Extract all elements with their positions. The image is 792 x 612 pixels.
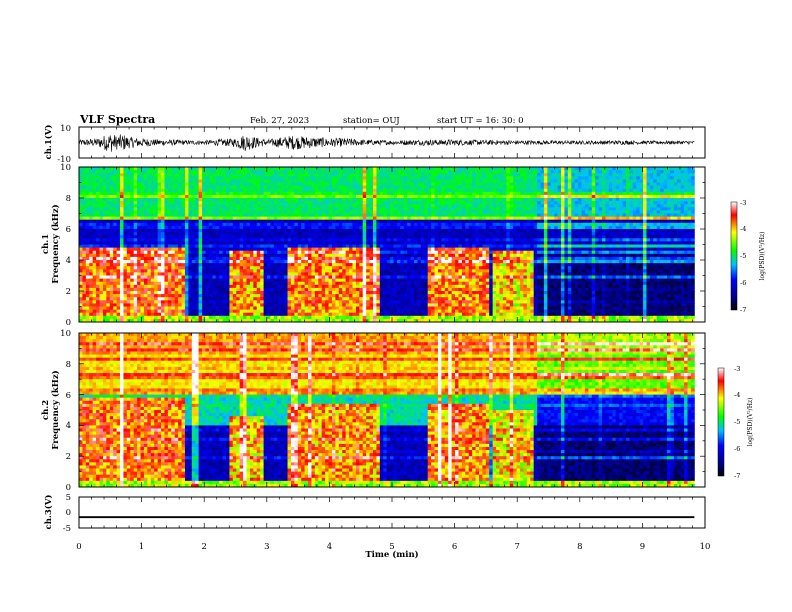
spec1-ytick-0: 0 xyxy=(66,318,71,328)
ch3-ytick-mid: 0 xyxy=(66,508,71,518)
cb1-tick-m5: -5 xyxy=(740,252,746,260)
cb2-tick-m6: -6 xyxy=(734,445,740,453)
cb1-tick-m6: -6 xyxy=(740,279,746,287)
cb2-tick-m3: -3 xyxy=(734,365,740,373)
ch1-ytick-top: 10 xyxy=(60,124,71,134)
time-tick-label: 3 xyxy=(264,542,269,552)
spec2-ytick-8: 8 xyxy=(66,360,71,370)
cb1-label: log(PSD)(V²/Hz) xyxy=(759,232,766,281)
time-tick-label: 8 xyxy=(577,542,582,552)
spec1-ytick-10: 10 xyxy=(60,163,71,173)
panel-ch2-spectrogram: 0 2 4 6 8 10 ch.2 Frequency (kHz) xyxy=(41,329,705,493)
panel-ch1-spectrogram: 0 2 4 6 8 10 ch.1 Frequency (kHz) xyxy=(41,163,705,328)
spec1-ytick-4: 4 xyxy=(66,256,71,266)
time-tick-label: 7 xyxy=(514,542,519,552)
time-tick-label: 6 xyxy=(452,542,457,552)
panel-ch1-waveform: 10 -10 ch.1(V) xyxy=(43,124,705,165)
cb2-label: log(PSD)(V²/Hz) xyxy=(747,398,754,447)
spec1-ytick-6: 6 xyxy=(66,225,71,235)
spec1-ylabel-line2: Frequency (kHz) xyxy=(50,204,61,283)
time-tick-label: 2 xyxy=(201,542,206,552)
time-tick-label: 4 xyxy=(327,542,332,552)
ch3-ytick-bottom: -5 xyxy=(63,524,71,534)
colorbar-ch1: -3 -4 -5 -6 -7 log(PSD)(V²/Hz) xyxy=(731,199,766,314)
figure-date: Feb. 27, 2023 xyxy=(250,116,309,126)
colorbar-ch2-gradient xyxy=(718,368,724,476)
spec2-ytick-10: 10 xyxy=(60,329,71,339)
cb1-tick-m3: -3 xyxy=(740,199,746,207)
cb2-tick-m5: -5 xyxy=(734,418,740,426)
ch2-spectrogram-image xyxy=(79,333,705,487)
ch3-ylabel: ch.3(V) xyxy=(43,495,54,530)
spec2-ytick-6: 6 xyxy=(66,391,71,401)
spec1-ytick-2: 2 xyxy=(66,287,71,297)
cb2-tick-m4: -4 xyxy=(734,391,740,399)
ch3-series xyxy=(79,516,694,518)
time-axis-label: Time (min) xyxy=(365,549,418,560)
cb1-tick-m4: -4 xyxy=(740,225,746,233)
figure-start-time: start UT = 16: 30: 0 xyxy=(437,116,524,126)
time-tick-label: 0 xyxy=(76,542,81,552)
colorbar-ch2: -3 -4 -5 -6 -7 log(PSD)(V²/Hz) xyxy=(718,365,754,480)
figure-station: station= OUJ xyxy=(343,116,400,126)
spec1-ytick-8: 8 xyxy=(66,194,71,204)
spec1-ylabel-line1: ch.1 xyxy=(41,234,51,254)
ch1-ylabel: ch.1(V) xyxy=(43,125,54,160)
spec2-ylabel-line2: Frequency (kHz) xyxy=(50,370,61,449)
spec2-ylabel-line1: ch.2 xyxy=(41,400,51,420)
time-tick-label: 1 xyxy=(139,542,144,552)
time-tick-label: 10 xyxy=(700,542,711,552)
spec2-ytick-2: 2 xyxy=(66,452,71,462)
ch3-ytick-top: 5 xyxy=(66,493,71,503)
ch1-spectrogram-image xyxy=(79,167,705,322)
figure-title: VLF Spectra xyxy=(79,113,155,126)
cb1-tick-m7: -7 xyxy=(740,306,746,314)
colorbar-ch1-gradient xyxy=(731,202,737,310)
spec2-ytick-0: 0 xyxy=(66,483,71,493)
time-tick-label: 9 xyxy=(640,542,645,552)
spec2-ytick-4: 4 xyxy=(66,421,71,431)
cb2-tick-m7: -7 xyxy=(734,472,740,480)
panel-ch3-waveform: 5 0 -5 ch.3(V) 0 1 2 3 4 5 6 7 8 9 10 Time (min) xyxy=(43,493,710,560)
